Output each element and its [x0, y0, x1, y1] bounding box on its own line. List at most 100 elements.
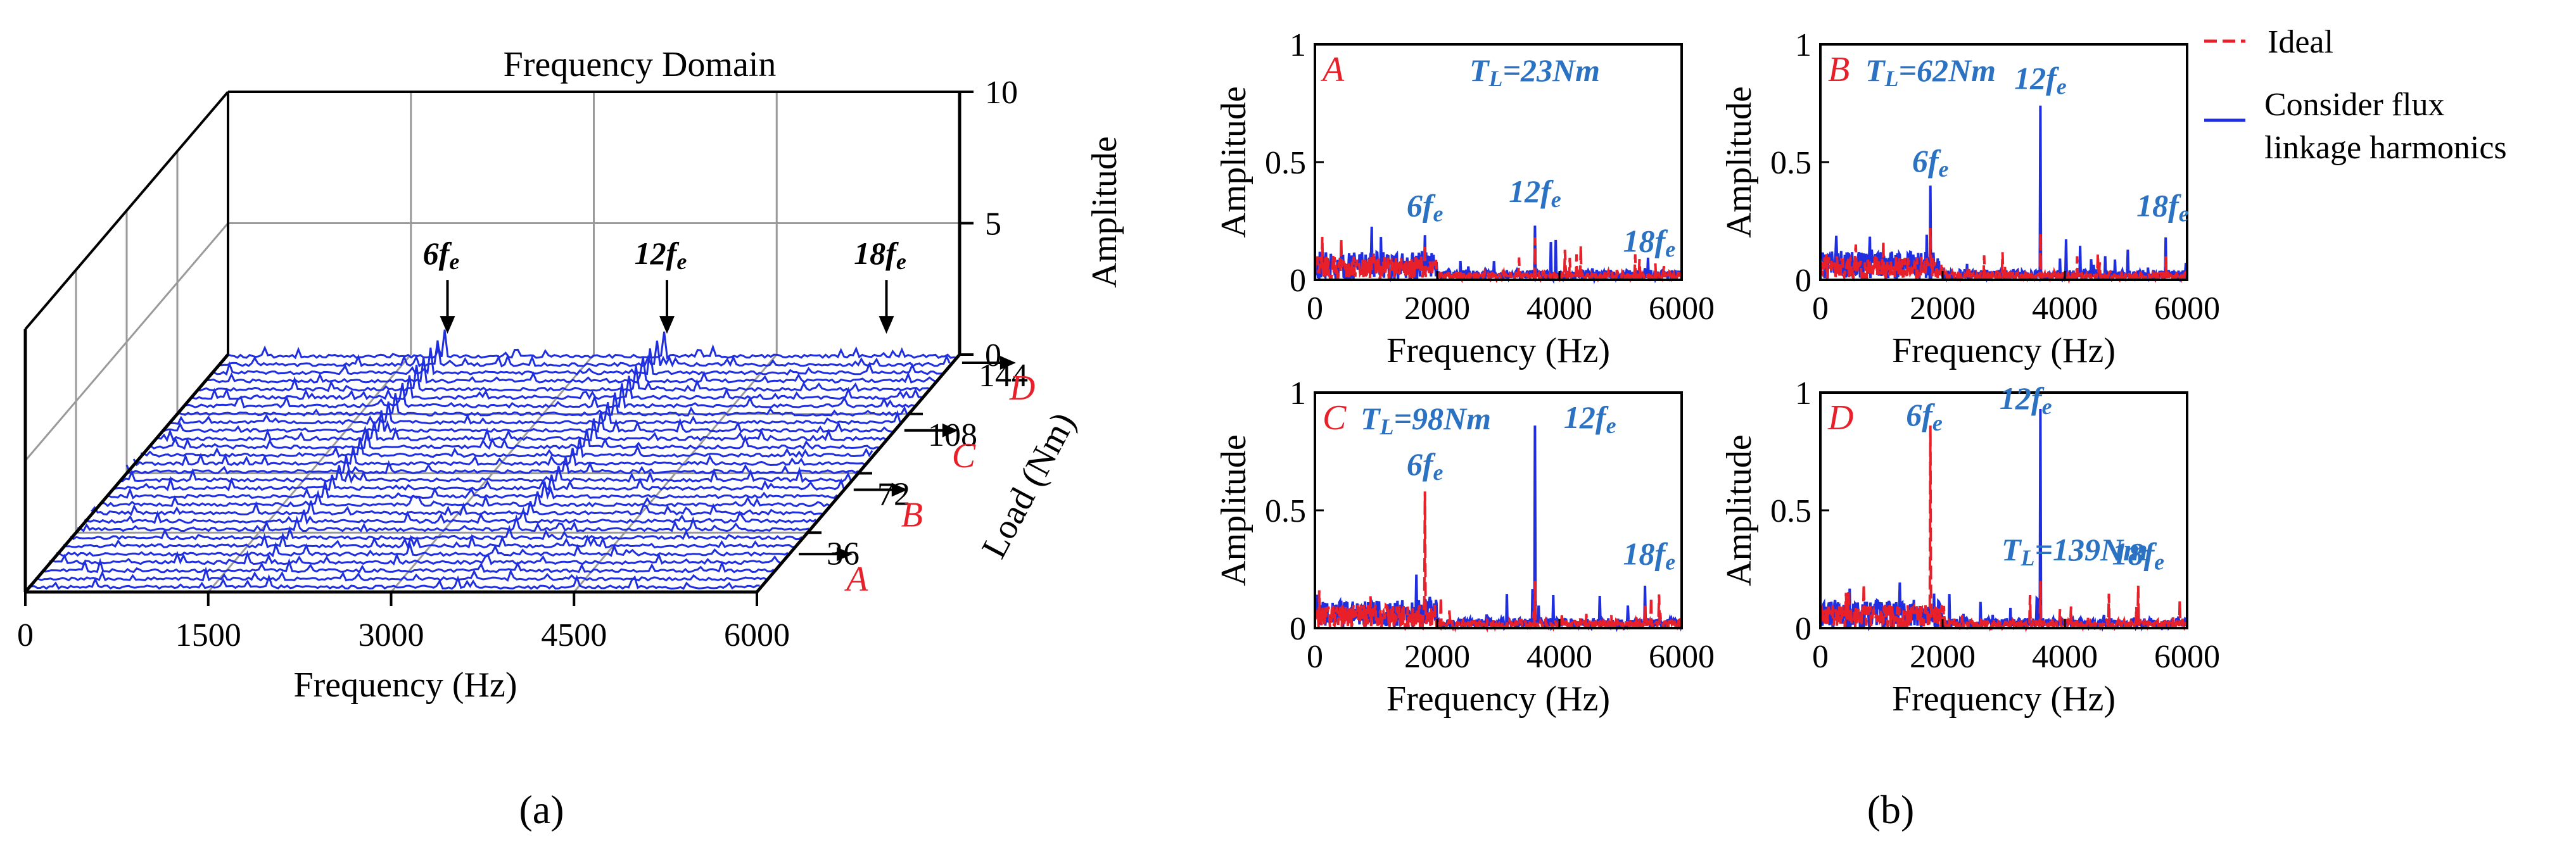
x-tick-label: 4000 — [1526, 291, 1592, 327]
ideal-series-line — [1819, 425, 2188, 633]
x-tick-label: 6000 — [1649, 639, 1715, 675]
waterfall-series-line — [49, 550, 782, 566]
harmonic-label: 12fe — [1509, 173, 1561, 212]
waterfall-series-line — [211, 347, 943, 376]
y-tick-label: 0 — [1795, 263, 1811, 299]
floor-edge — [24, 353, 229, 593]
y-tick-label: 1 — [1290, 27, 1306, 63]
x-tick-label: 4000 — [2032, 291, 2098, 327]
harmonic-arrowhead — [659, 316, 675, 334]
harmonic-label: 6fe — [1906, 397, 1943, 436]
y-tick-label: 0.5 — [1265, 145, 1306, 181]
y-tick-label: 1 — [1290, 375, 1306, 412]
load-condition-label: TL=139Nm — [2002, 532, 2148, 570]
waterfall-series-line — [98, 489, 831, 508]
flux-harmonics-series-line — [1819, 408, 2188, 632]
z-tick-label: 0 — [985, 337, 1001, 374]
x-tick-label: 6000 — [2154, 291, 2220, 327]
subplot-id-label: B — [1828, 50, 1850, 89]
panel-b-subplots: 0 2000 4000 6000 0 0.5 1 Frequency (Hz) Amplitud… — [1214, 27, 2220, 719]
x-tick-label: 2000 — [1404, 639, 1470, 675]
x-tick-label: 2000 — [1910, 291, 1976, 327]
waterfall-series-line — [35, 566, 768, 582]
waterfall-series-line — [77, 513, 809, 532]
load-condition-label: TL=23Nm — [1469, 53, 1600, 91]
y-axis-label: Amplitude — [1214, 86, 1253, 238]
y-tick-label: 1 — [1795, 27, 1811, 63]
caption-b: (b) — [1867, 787, 1915, 832]
load-condition-label: TL=98Nm — [1361, 401, 1491, 439]
waterfall-series-line — [162, 410, 894, 434]
waterfall-series-line — [154, 418, 887, 443]
waterfall-series-line — [189, 375, 922, 401]
waterfall-series-line — [119, 465, 853, 484]
y-axis-label: Load (Nm) — [974, 406, 1083, 564]
y-axis-label: Amplitude — [1720, 86, 1759, 238]
x-tick-label: 0 — [1307, 291, 1323, 327]
harmonic-label: 18fe — [1623, 536, 1676, 575]
y-tick-label: 0 — [1290, 263, 1306, 299]
load-marker-label: D — [1009, 369, 1035, 408]
x-axis-label: Frequency (Hz) — [1386, 679, 1610, 719]
x-tick-label: 0 — [1307, 639, 1323, 675]
harmonic-label: 12fe — [635, 236, 687, 274]
x-tick-label: 6000 — [1649, 291, 1715, 327]
x-tick-label: 6000 — [724, 617, 790, 653]
x-tick-label: 6000 — [2154, 639, 2220, 675]
x-axis-label: Frequency (Hz) — [1386, 331, 1610, 370]
subplot-A: 0 2000 4000 6000 0 0.5 1 Frequency (Hz) Amplitud… — [1214, 27, 1715, 370]
y-axis-label: Amplitude — [1214, 434, 1253, 586]
harmonic-label: 6fe — [1407, 446, 1443, 485]
waterfall-series-line — [70, 524, 803, 541]
waterfall-series-line — [175, 392, 909, 417]
ideal-series-line — [1314, 491, 1683, 633]
subplot-id-label: A — [1320, 50, 1345, 89]
waterfall-series-line — [224, 329, 957, 360]
y-tick-label: 108 — [928, 417, 977, 453]
legend-flux-label-line1: Consider flux — [2264, 87, 2445, 123]
load-marker-arrowhead — [999, 356, 1016, 370]
waterfall-series-line — [196, 365, 929, 393]
load-marker-label: C — [952, 436, 976, 476]
subplot-B: 0 2000 4000 6000 0 0.5 1 Frequency (Hz) Amplitud… — [1720, 27, 2220, 370]
waterfall-series-line — [218, 340, 951, 368]
waterfall-series-line — [168, 401, 902, 425]
y-tick-label: 0.5 — [1770, 493, 1811, 529]
waterfall-series-line — [28, 574, 760, 590]
x-tick-label: 0 — [1812, 291, 1829, 327]
y-tick-label: 0.5 — [1770, 145, 1811, 181]
x-tick-label: 2000 — [1404, 291, 1470, 327]
x-tick-label: 0 — [17, 617, 34, 653]
harmonic-label: 6fe — [423, 236, 460, 274]
load-marker-label: B — [901, 496, 923, 535]
load-condition-label: TL=62Nm — [1865, 53, 1996, 91]
waterfall-series-line — [182, 382, 915, 409]
waterfall-series-line — [132, 447, 866, 467]
harmonic-label: 6fe — [1912, 143, 1949, 182]
subplot-C: 0 2000 4000 6000 0 0.5 1 Frequency (Hz) Amplitud… — [1214, 375, 1715, 719]
z-tick-label: 5 — [985, 206, 1001, 243]
harmonic-arrowhead — [440, 316, 455, 334]
z-tick-label: 10 — [985, 75, 1018, 111]
top-edge — [24, 91, 229, 331]
waterfall-series-line — [112, 474, 846, 492]
waterfall-series-line — [147, 429, 880, 450]
harmonic-label: 12fe — [2014, 61, 2067, 99]
load-marker-arrowhead — [942, 423, 958, 438]
waterfall-series-line — [140, 437, 873, 458]
y-tick-label: 1 — [1795, 375, 1811, 412]
x-tick-label: 4000 — [2032, 639, 2098, 675]
legend-ideal-label: Ideal — [2268, 24, 2333, 60]
waterfall-series-line — [41, 557, 775, 574]
subplot-id-label: C — [1323, 398, 1347, 438]
subplot-D: 0 2000 4000 6000 0 0.5 1 Frequency (Hz) Amplitud… — [1720, 375, 2220, 719]
harmonic-label: 6fe — [1407, 188, 1443, 227]
side-wall-gridline — [24, 222, 229, 462]
x-tick-label: 4000 — [1526, 639, 1592, 675]
x-tick-label: 1500 — [175, 617, 241, 653]
harmonic-label: 18fe — [854, 236, 906, 274]
x-tick-label: 2000 — [1910, 639, 1976, 675]
ideal-series-line — [1819, 228, 2188, 284]
harmonic-label: 12fe — [2000, 381, 2052, 419]
